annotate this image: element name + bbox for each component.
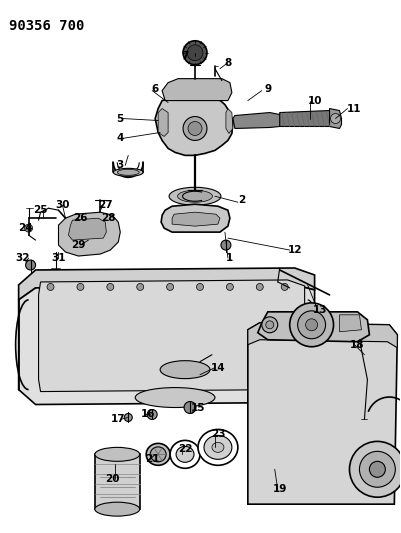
- Circle shape: [350, 441, 401, 497]
- Polygon shape: [172, 212, 220, 226]
- Circle shape: [47, 284, 54, 290]
- Ellipse shape: [170, 440, 200, 469]
- Circle shape: [24, 224, 32, 232]
- Circle shape: [183, 41, 207, 64]
- Ellipse shape: [95, 447, 140, 462]
- Circle shape: [183, 117, 207, 140]
- Circle shape: [188, 122, 202, 135]
- Circle shape: [184, 401, 196, 414]
- Polygon shape: [38, 280, 305, 392]
- Polygon shape: [340, 315, 361, 332]
- Circle shape: [290, 303, 334, 347]
- Circle shape: [262, 317, 278, 333]
- Text: 5: 5: [117, 114, 124, 124]
- Circle shape: [256, 284, 263, 290]
- Text: 2: 2: [238, 195, 245, 205]
- Text: 18: 18: [350, 340, 365, 350]
- Text: 90356 700: 90356 700: [9, 19, 84, 33]
- Text: 26: 26: [73, 213, 88, 223]
- Text: 15: 15: [191, 402, 205, 413]
- Text: 28: 28: [101, 213, 115, 223]
- Text: 11: 11: [347, 103, 362, 114]
- Polygon shape: [258, 312, 369, 342]
- Polygon shape: [18, 285, 315, 405]
- Text: 7: 7: [181, 51, 189, 61]
- Polygon shape: [155, 94, 233, 156]
- Circle shape: [330, 114, 340, 124]
- Text: 32: 32: [15, 253, 30, 263]
- Polygon shape: [248, 323, 397, 348]
- Polygon shape: [248, 323, 397, 504]
- Circle shape: [77, 284, 84, 290]
- Circle shape: [137, 284, 144, 290]
- Text: 31: 31: [51, 253, 66, 263]
- Text: 24: 24: [18, 223, 33, 233]
- Text: 19: 19: [273, 484, 287, 494]
- Text: 8: 8: [224, 58, 231, 68]
- Text: 6: 6: [152, 84, 159, 94]
- Polygon shape: [59, 212, 120, 256]
- Ellipse shape: [160, 361, 210, 378]
- Polygon shape: [69, 218, 106, 240]
- Ellipse shape: [176, 446, 194, 462]
- Circle shape: [26, 260, 36, 270]
- Text: 29: 29: [71, 240, 85, 250]
- Text: 17: 17: [111, 415, 126, 424]
- Text: 21: 21: [145, 454, 160, 464]
- Circle shape: [221, 240, 231, 250]
- Circle shape: [124, 414, 132, 422]
- Polygon shape: [18, 268, 315, 300]
- Text: 3: 3: [117, 160, 124, 171]
- Ellipse shape: [117, 169, 139, 175]
- Circle shape: [187, 45, 203, 61]
- Text: 9: 9: [264, 84, 271, 94]
- Circle shape: [196, 284, 203, 290]
- Text: 22: 22: [178, 445, 192, 454]
- Text: 1: 1: [226, 253, 233, 263]
- Polygon shape: [330, 109, 342, 128]
- Circle shape: [281, 284, 288, 290]
- Text: 20: 20: [105, 474, 119, 484]
- Circle shape: [306, 319, 318, 331]
- Text: 10: 10: [307, 95, 322, 106]
- Text: 23: 23: [211, 430, 225, 439]
- Circle shape: [298, 311, 326, 339]
- Circle shape: [147, 409, 157, 419]
- Ellipse shape: [169, 187, 221, 205]
- Ellipse shape: [212, 442, 224, 453]
- Polygon shape: [158, 109, 168, 136]
- Text: 4: 4: [117, 133, 124, 143]
- Text: 12: 12: [288, 245, 302, 255]
- Text: 13: 13: [312, 305, 327, 315]
- Text: 16: 16: [141, 409, 156, 419]
- Polygon shape: [226, 109, 233, 133]
- Ellipse shape: [135, 387, 215, 408]
- Ellipse shape: [198, 430, 238, 465]
- Ellipse shape: [178, 190, 213, 202]
- Circle shape: [167, 284, 174, 290]
- Ellipse shape: [113, 168, 143, 176]
- Circle shape: [107, 284, 114, 290]
- Ellipse shape: [95, 502, 140, 516]
- Ellipse shape: [204, 435, 232, 459]
- Polygon shape: [161, 204, 230, 232]
- Polygon shape: [280, 110, 332, 126]
- Circle shape: [227, 284, 233, 290]
- Text: 14: 14: [211, 362, 225, 373]
- Text: 30: 30: [55, 200, 70, 210]
- Polygon shape: [95, 454, 140, 509]
- Ellipse shape: [150, 447, 166, 462]
- Polygon shape: [162, 79, 232, 101]
- Circle shape: [266, 321, 274, 329]
- Circle shape: [369, 462, 385, 477]
- Circle shape: [359, 451, 395, 487]
- Text: 27: 27: [98, 200, 113, 210]
- Text: 25: 25: [33, 205, 48, 215]
- Ellipse shape: [146, 443, 170, 465]
- Polygon shape: [233, 112, 282, 128]
